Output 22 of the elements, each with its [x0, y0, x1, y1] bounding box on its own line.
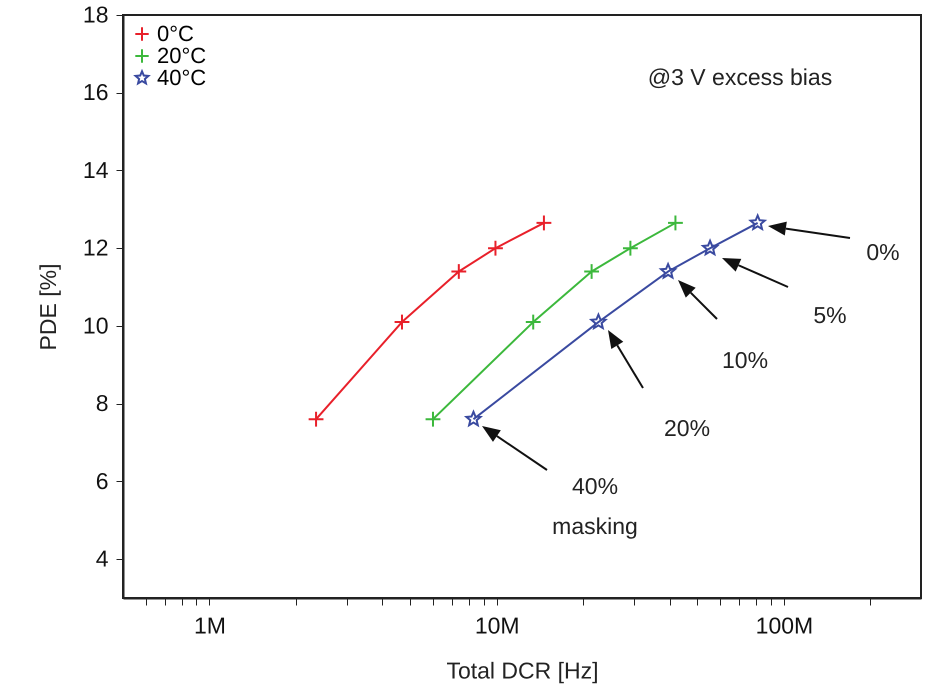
annotation: 10% — [722, 347, 768, 373]
annotation: 0% — [866, 239, 900, 265]
x-axis-title: Total DCR [Hz] — [446, 658, 599, 684]
annotation: 20% — [664, 415, 710, 441]
annotation: @3 V excess bias — [648, 64, 832, 90]
legend-label: 0°C — [157, 21, 194, 46]
y-tick-label: 10 — [82, 312, 108, 338]
legend-label: 20°C — [157, 43, 206, 68]
x-tick-label: 10M — [474, 612, 520, 638]
y-tick-label: 14 — [82, 156, 109, 183]
y-tick-label: 18 — [82, 2, 108, 28]
y-tick-label: 12 — [82, 234, 108, 261]
y-tick-label: 8 — [96, 390, 108, 416]
x-tick-label: 100M — [756, 612, 814, 638]
y-tick-label: 16 — [82, 79, 108, 106]
annotation: 5% — [813, 302, 847, 328]
y-tick-label: 4 — [96, 546, 109, 572]
x-tick-label: 1M — [194, 612, 226, 638]
annotation: 40% masking — [552, 473, 638, 539]
y-axis-title: PDE [%] — [34, 264, 61, 350]
legend-label: 40°C — [157, 65, 206, 90]
y-tick-label: 6 — [96, 468, 108, 494]
